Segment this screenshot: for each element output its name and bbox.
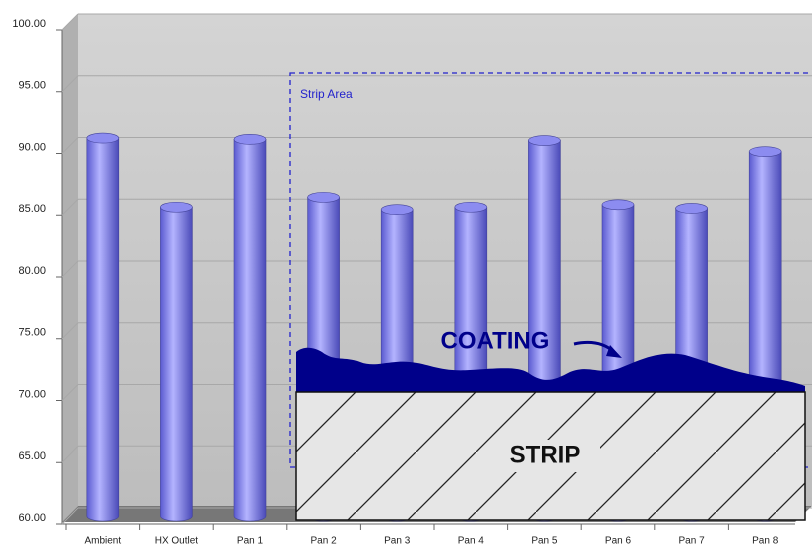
- bar-top: [86, 132, 120, 144]
- y-tick-label: 70.00: [18, 388, 46, 400]
- bar: [233, 139, 267, 522]
- bar-top: [307, 192, 340, 203]
- y-tick-label: 75.00: [18, 327, 46, 339]
- x-tick-label: Pan 1: [237, 536, 264, 547]
- y-tick-label: 90.00: [18, 141, 46, 153]
- x-tick-label: Pan 6: [605, 536, 632, 547]
- grid-line-side: [61, 322, 79, 340]
- y-tick-label: 100.00: [12, 18, 46, 30]
- y-tick-label: 60.00: [18, 512, 46, 524]
- coating-arrowhead: [606, 345, 622, 358]
- bar-top: [380, 204, 414, 216]
- y-tick-label: 80.00: [18, 265, 46, 277]
- coating-label: COATING: [441, 327, 550, 354]
- strip-area-label: Strip Area: [300, 87, 353, 101]
- grid-line-side: [61, 260, 79, 278]
- coating-shape: [296, 347, 805, 392]
- x-tick-label: Pan 5: [531, 536, 558, 547]
- grid-line-side: [61, 445, 79, 463]
- grid-line-side: [61, 13, 79, 31]
- grid-line-side: [61, 384, 79, 401]
- x-tick-label: Pan 7: [679, 536, 706, 547]
- grid-line-side: [61, 198, 79, 216]
- bar-top: [160, 201, 193, 213]
- bar: [160, 206, 193, 522]
- strip-hatch: [295, 391, 806, 521]
- x-tick-label: Pan 4: [458, 536, 485, 547]
- y-tick-label: 95.00: [18, 80, 46, 92]
- side-wall: [62, 14, 78, 522]
- bar-top: [454, 201, 488, 213]
- y-tick-label: 85.00: [18, 203, 46, 215]
- grid-line-side: [61, 137, 79, 154]
- x-tick-label: Pan 2: [311, 536, 338, 547]
- strip-label: STRIP: [510, 441, 581, 468]
- bar-top: [528, 135, 561, 146]
- bar-top: [233, 134, 267, 145]
- x-tick-label: Ambient: [84, 536, 121, 547]
- x-tick-label: Pan 8: [752, 536, 779, 547]
- bar-top: [675, 203, 708, 214]
- bar: [86, 137, 120, 522]
- bar-top: [601, 199, 635, 211]
- y-tick-label: 65.00: [18, 450, 46, 462]
- x-tick-label: Pan 3: [384, 536, 411, 547]
- grid-line-side: [61, 75, 79, 93]
- x-tick-label: HX Outlet: [155, 536, 199, 547]
- strip-label-bg: [490, 440, 600, 472]
- grid-line-side: [61, 507, 79, 525]
- bar-top: [748, 146, 782, 157]
